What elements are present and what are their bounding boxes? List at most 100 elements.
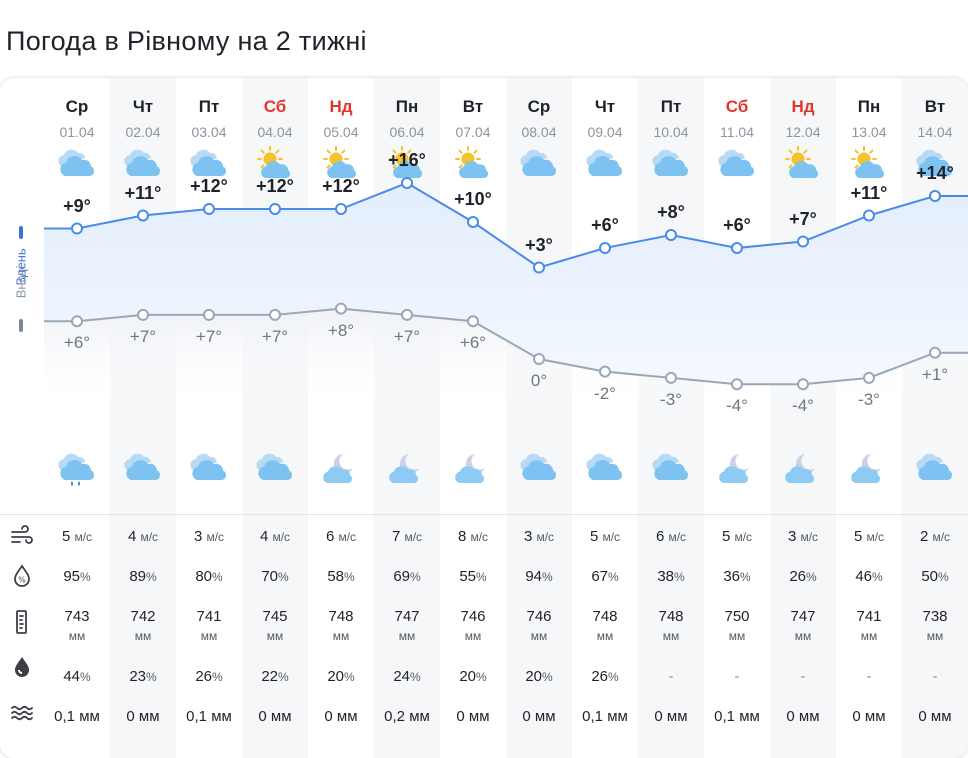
humidity-unit: % <box>542 570 553 584</box>
precip-probability-unit: % <box>410 670 421 684</box>
precipitation-number: 0 мм <box>258 708 292 725</box>
humidity-number: 26 <box>789 568 806 585</box>
humidity-number: 94 <box>525 568 542 585</box>
precipitation-number: 0,1 мм <box>714 708 760 725</box>
humidity-unit: % <box>806 570 817 584</box>
day-temperature-label: +16° <box>388 150 426 170</box>
day-date: 01.04 <box>59 124 95 140</box>
humidity-number: 58 <box>327 568 344 585</box>
precipitation-number: 0 мм <box>918 708 952 725</box>
day-date: 04.04 <box>257 124 293 140</box>
day-temperature-label: +12° <box>256 176 294 196</box>
partly-sunny-icon <box>257 146 291 178</box>
wind-value: 6 м/с <box>308 528 374 545</box>
partly-sunny-icon <box>323 146 357 178</box>
pressure-number: 748 <box>592 608 618 625</box>
night-temperature-point <box>71 315 83 328</box>
precip-probability-number: 24 <box>393 668 410 685</box>
wind-unit: м/с <box>602 530 621 544</box>
wind-unit: м/с <box>140 530 159 544</box>
wind-unit: м/с <box>932 530 951 544</box>
precipitation-number: 0,1 мм <box>582 708 628 725</box>
day-name: Чт <box>132 97 154 116</box>
precipitation-value: 0,2 мм <box>374 708 440 725</box>
humidity-number: 55 <box>459 568 476 585</box>
cloudy-icon <box>586 149 623 176</box>
night-temperature-label: 0° <box>530 371 548 390</box>
wind-icon <box>11 525 33 544</box>
pressure-unit: мм <box>134 629 152 643</box>
precipitation-value: 0,1 мм <box>176 708 242 725</box>
day-temperature-point <box>71 222 83 235</box>
pressure-number: 748 <box>658 608 684 625</box>
day-temperature-line <box>44 181 968 269</box>
column-shade <box>638 78 704 758</box>
precipitation-value: 0 мм <box>770 708 836 725</box>
night-temperature-label: -3° <box>660 389 682 409</box>
pressure-value: 746 мм <box>506 608 572 643</box>
night-temperature-point <box>863 371 875 384</box>
precipitation-value: 0 мм <box>506 708 572 725</box>
day-name: Пн <box>395 97 419 116</box>
wind-unit: м/с <box>470 530 489 544</box>
pressure-value: 742 мм <box>110 608 176 643</box>
wind-number: 5 <box>721 528 731 545</box>
day-date: 12.04 <box>785 124 821 140</box>
wind-unit: м/с <box>206 530 225 544</box>
wind-value: 5 м/с <box>836 528 902 545</box>
pressure-unit: мм <box>398 629 416 643</box>
precip-probability-unit: % <box>80 670 91 684</box>
wind-number: 3 <box>523 528 533 545</box>
pressure-value: 741 мм <box>836 608 902 643</box>
precip-probability-value: 20% <box>308 668 374 685</box>
day-name: Ср <box>527 97 551 116</box>
day-temperature-label: +3° <box>525 234 553 255</box>
precipitation-value: 0 мм <box>836 708 902 725</box>
precip-probability-unit: % <box>146 670 157 684</box>
day-date: 06.04 <box>389 124 425 140</box>
pressure-value: 741 мм <box>176 608 242 643</box>
night-temperature-point <box>731 378 743 391</box>
precipitation-number: 0 мм <box>456 708 490 725</box>
humidity-number: 89 <box>129 568 146 585</box>
day-date: 03.04 <box>191 124 227 140</box>
day-temperature-label: +9° <box>63 195 91 216</box>
pressure-unit: мм <box>926 629 944 643</box>
precipitation-value: 0 мм <box>440 708 506 725</box>
wind-value: 3 м/с <box>770 528 836 545</box>
humidity-number: 69 <box>393 568 410 585</box>
precip-probability-number: - <box>866 668 872 685</box>
humidity-number: 46 <box>855 568 872 585</box>
partly-sunny-icon <box>785 146 819 178</box>
page-title: Погода в Рівному на 2 тижні <box>6 26 367 56</box>
humidity-number: 70 <box>261 568 278 585</box>
day-name: Чт <box>594 97 616 116</box>
day-name: Нд <box>329 97 353 116</box>
wind-unit: м/с <box>668 530 687 544</box>
night-temperature-label: +6° <box>63 333 91 353</box>
night-temperature-point <box>665 371 677 384</box>
column-shade <box>506 78 572 758</box>
day-marker <box>19 226 23 239</box>
wind-number: 5 <box>61 528 71 545</box>
moon-cloud-icon <box>719 454 749 483</box>
precip-probability-value: 24% <box>374 668 440 685</box>
wind-number: 3 <box>193 528 203 545</box>
day-name: Вт <box>462 97 484 116</box>
day-name: Ср <box>65 97 89 116</box>
pressure-number: 748 <box>328 608 354 625</box>
day-temperature-point <box>863 209 875 222</box>
temperature-band <box>44 183 968 385</box>
pressure-unit: мм <box>662 629 680 643</box>
moon-cloud-icon <box>455 454 485 483</box>
pressure-value: 748 мм <box>638 608 704 643</box>
humidity-number: 50 <box>921 568 938 585</box>
wind-number: 3 <box>787 528 797 545</box>
forecast-card: Вдень Вночі Ср 01.04 Чт 02.04 Пт 03.04 Сб 04.04… <box>0 78 968 758</box>
precip-probability-value: - <box>836 668 902 685</box>
humidity-unit: % <box>608 570 619 584</box>
night-temperature-label: -3° <box>858 389 880 409</box>
wind-value: 2 м/с <box>902 528 968 545</box>
cloudy-icon <box>124 149 161 176</box>
humidity-value: 94% <box>506 568 572 585</box>
